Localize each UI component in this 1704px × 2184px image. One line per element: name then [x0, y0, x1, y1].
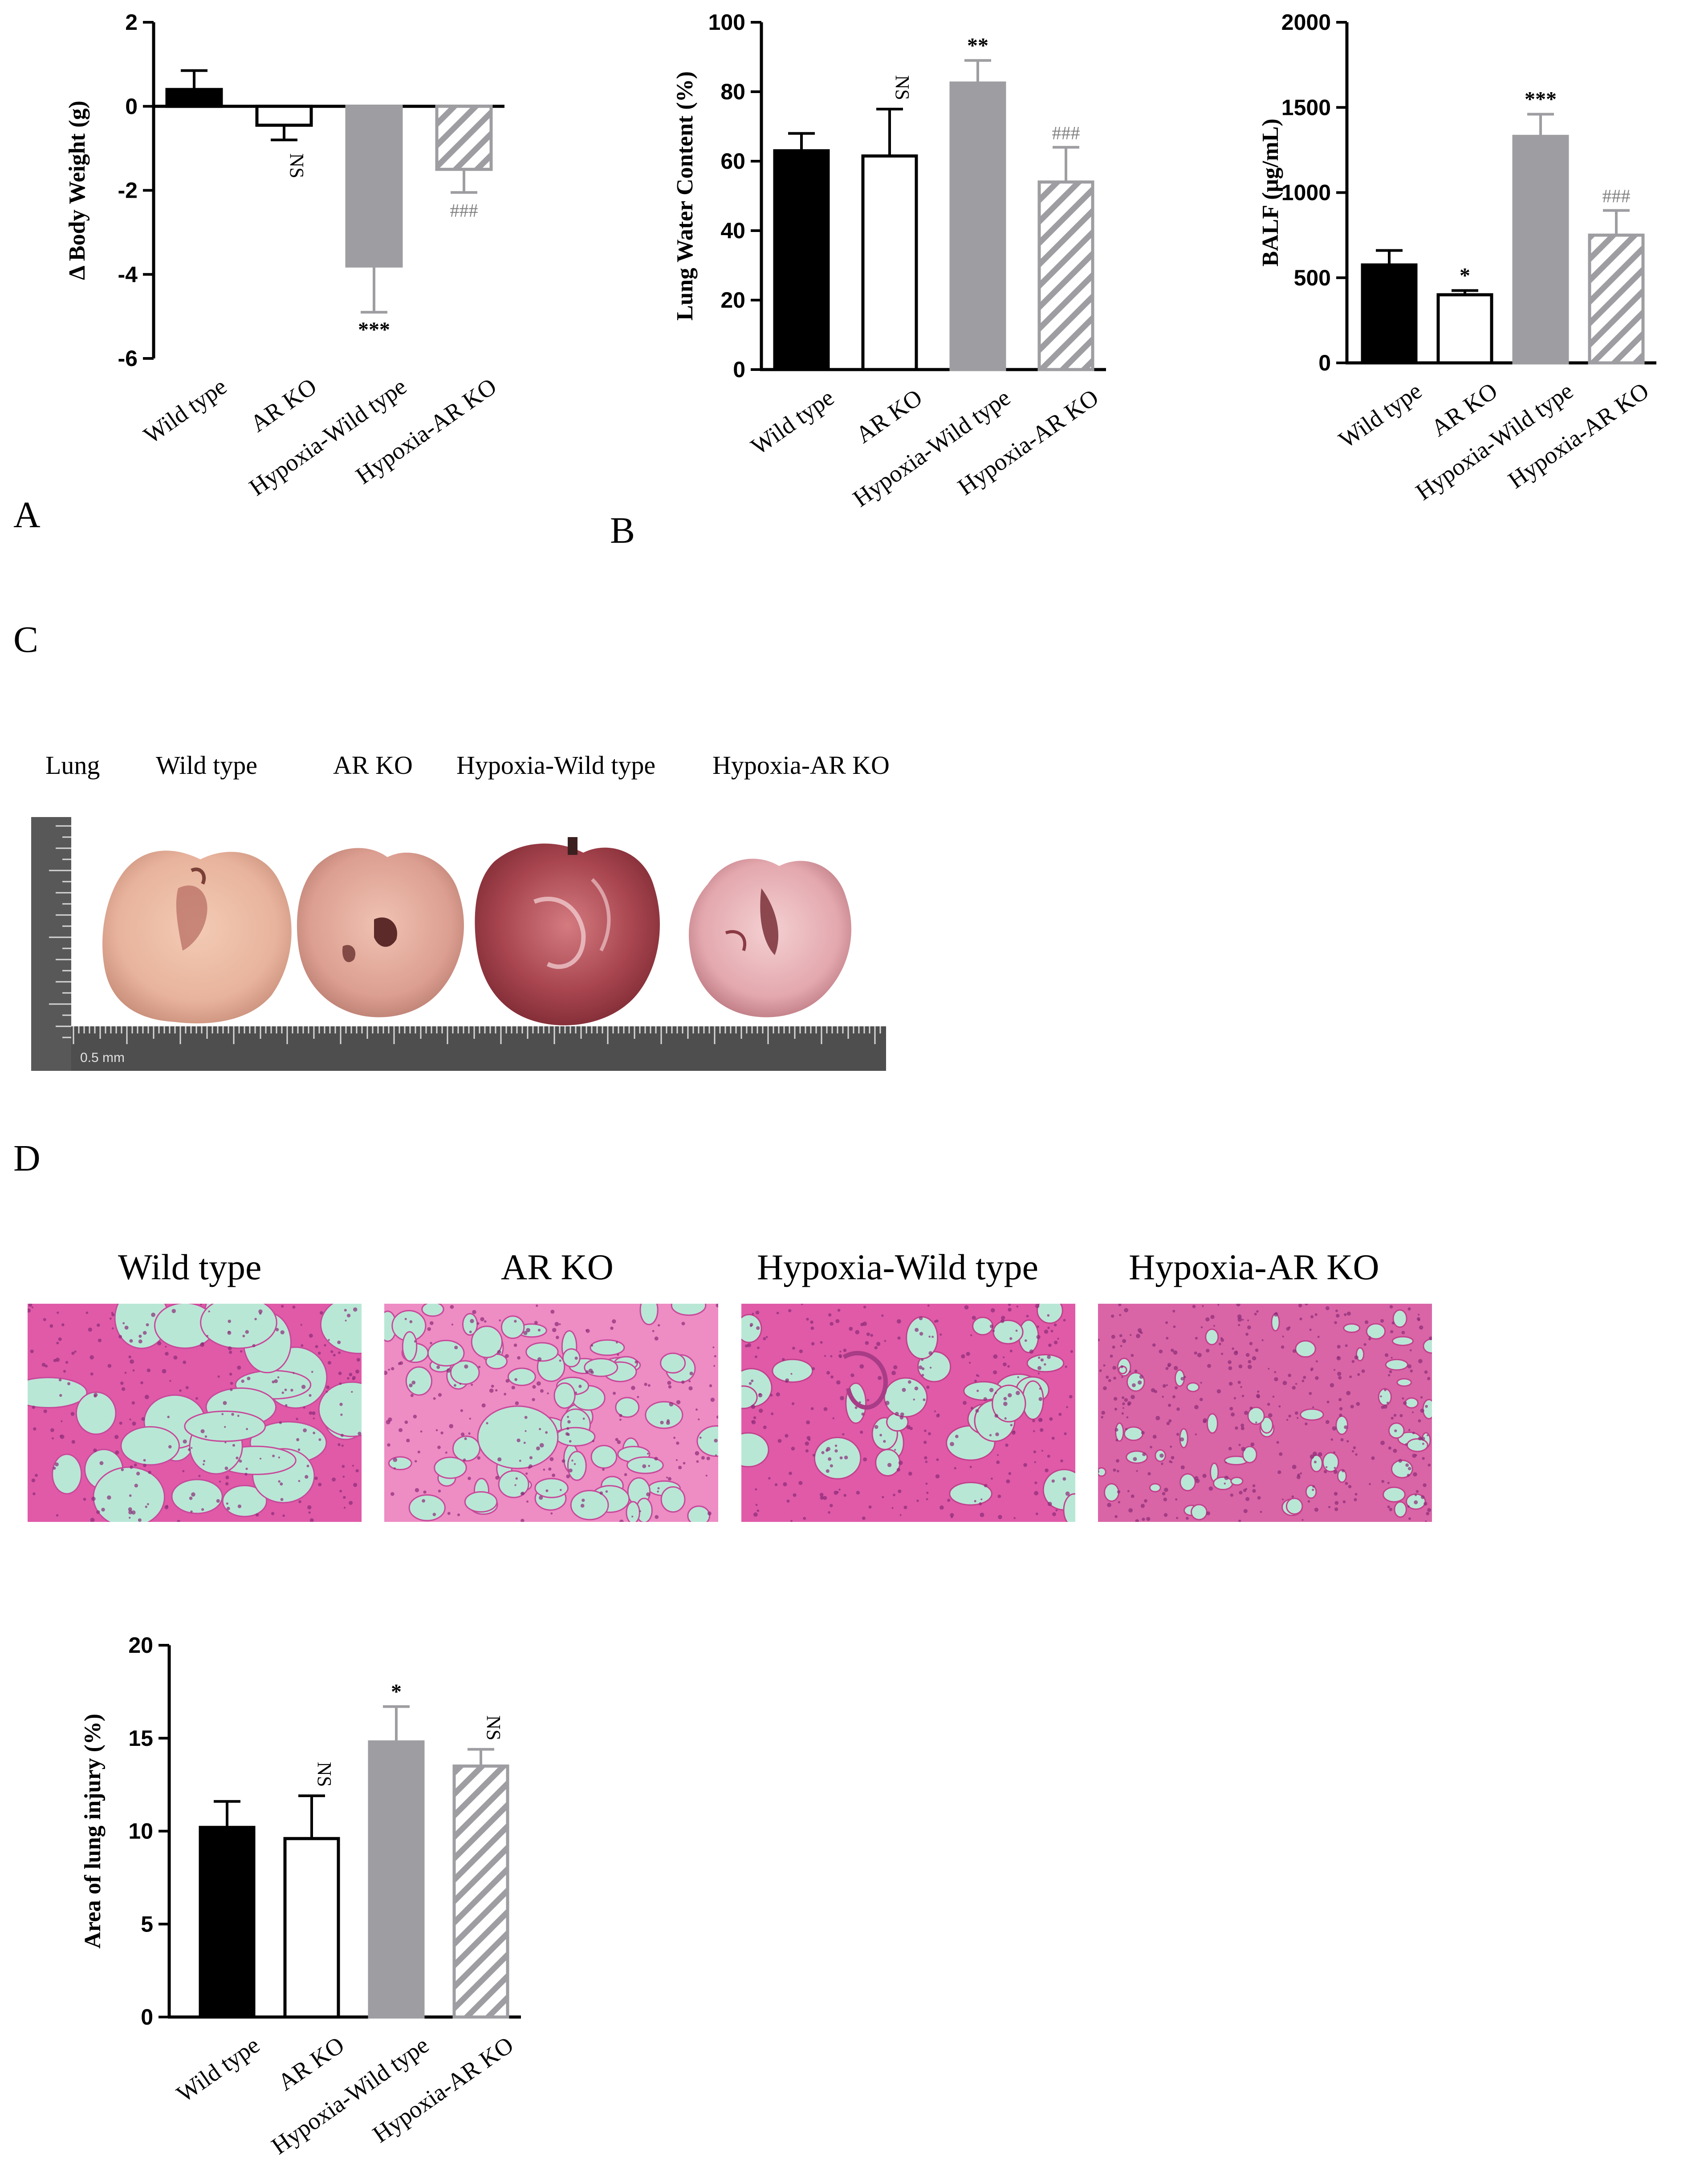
- lung-specimen-ar-ko: [297, 848, 464, 1017]
- histo-label-hypoxia-ar-ko: Hypoxia-AR KO: [1129, 1247, 1379, 1287]
- category-label-0: Wild type: [172, 2031, 264, 2107]
- y-tick-label: 15: [128, 1726, 153, 1751]
- y-tick-label: 20: [128, 1633, 153, 1658]
- bar-3: [452, 1764, 509, 2019]
- y-tick-label: 2: [125, 10, 138, 35]
- histology-image-hypoxia-wild-type: [741, 1304, 1075, 1522]
- y-tick-label: 0: [733, 357, 745, 382]
- y-tick-label: 500: [1294, 265, 1331, 290]
- category-label-2: Hypoxia-Wild type: [267, 2031, 434, 2160]
- significance-label-2: *: [391, 1680, 402, 1704]
- bar-3: [435, 105, 493, 171]
- bar-1: [255, 105, 313, 127]
- significance-label-1: NS: [286, 153, 308, 178]
- y-tick-label: 1000: [1281, 180, 1331, 205]
- bar-0: [773, 149, 830, 371]
- bar-2: [345, 105, 403, 268]
- ruler-scale-text: 0.5 mm: [80, 1050, 125, 1065]
- y-axis-label: Area of lung injury (%): [80, 1714, 106, 1949]
- photo-label-hypoxia-wild-type: Hypoxia-Wild type: [456, 751, 656, 780]
- y-tick-label: 0: [141, 2005, 153, 2029]
- bar-2: [949, 81, 1006, 371]
- bar-1: [861, 154, 918, 371]
- histo-label-ar-ko: AR KO: [501, 1247, 614, 1287]
- y-tick-label: -6: [118, 346, 138, 371]
- bar-3: [1588, 233, 1645, 365]
- photo-label-lung: Lung: [45, 751, 100, 780]
- histology-image-ar-ko: [384, 1304, 718, 1522]
- lung-specimen-hypoxia-ar-ko: [688, 858, 851, 1017]
- histo-label-hypoxia-wild-type: Hypoxia-Wild type: [757, 1247, 1039, 1287]
- significance-label-3: ###: [1602, 187, 1631, 207]
- panel-letter-c: C: [13, 619, 39, 660]
- lung-water-chart: 100 80 60 40 20 0 Lung Water Content (%) Wild t…: [672, 10, 1106, 512]
- bar-1: [283, 1837, 340, 2019]
- lung-photo: 0.5 mm: [31, 817, 886, 1071]
- lung-specimen-wild-type: [102, 850, 292, 1024]
- histo-label-wild-type: Wild type: [118, 1247, 262, 1287]
- bar-1: [1436, 293, 1493, 365]
- bar-3: [1037, 180, 1094, 371]
- y-tick-label: 60: [720, 149, 745, 174]
- y-tick-label: 40: [720, 218, 745, 243]
- y-axis-label: Lung Water Content (%): [672, 71, 698, 321]
- lung-specimen-hypoxia-wild-type: [475, 837, 660, 1025]
- bar-2: [1512, 134, 1569, 365]
- y-tick-label: 5: [141, 1912, 153, 1936]
- y-tick-label: 100: [708, 10, 745, 35]
- y-tick-label: 0: [125, 94, 138, 119]
- bar-0: [1361, 263, 1418, 365]
- bar-2: [368, 1740, 425, 2019]
- category-label-0: Wild type: [139, 373, 232, 449]
- y-tick-label: 0: [1318, 350, 1331, 375]
- y-tick-label: 10: [128, 1819, 153, 1844]
- panel-letter-a: A: [13, 494, 41, 536]
- significance-label-3: ###: [450, 201, 478, 221]
- photo-label-ar-ko: AR KO: [333, 751, 413, 780]
- bar-0: [199, 1826, 256, 2019]
- y-tick-label: 80: [720, 79, 745, 104]
- significance-label-1: *: [1460, 264, 1470, 287]
- histology-image-hypoxia-ar-ko: [1098, 1304, 1432, 1522]
- photo-label-hypoxia-ar-ko: Hypoxia-AR KO: [712, 751, 890, 780]
- y-axis-label: BALF (μg/mL): [1258, 118, 1283, 266]
- y-tick-label: -4: [118, 262, 138, 287]
- y-tick-label: -2: [118, 178, 138, 203]
- panel-letter-b: B: [610, 510, 635, 551]
- lung-injury-chart: 20 15 10 5 0 Area of lung injury (%) Wild type…: [80, 1633, 521, 2160]
- significance-label-3: NS: [483, 1716, 504, 1741]
- histology-image-wild-type: [28, 1304, 362, 1522]
- significance-label-2: ***: [358, 318, 390, 342]
- category-label-2: Hypoxia-Wild type: [848, 384, 1015, 512]
- category-label-0: Wild type: [746, 384, 839, 460]
- significance-label-2: **: [967, 34, 988, 57]
- significance-label-2: ***: [1525, 88, 1557, 111]
- category-label-1: AR KO: [273, 2031, 349, 2096]
- bar-0: [165, 88, 223, 108]
- category-label-1: AR KO: [851, 384, 927, 448]
- category-label-1: AR KO: [245, 373, 321, 437]
- horizontal-ruler: [71, 1026, 886, 1071]
- vertical-ruler: [31, 817, 71, 1071]
- significance-label-1: NS: [313, 1762, 335, 1787]
- y-tick-label: 2000: [1281, 10, 1331, 35]
- category-label-3: Hypoxia-AR KO: [368, 2031, 518, 2148]
- significance-label-3: ###: [1052, 123, 1080, 144]
- significance-label-1: NS: [891, 75, 913, 100]
- category-label-2: Hypoxia-Wild type: [244, 373, 411, 501]
- photo-label-wild-type: Wild type: [156, 751, 258, 780]
- body-weight-chart: 2 0 -2 -4 -6 Δ Body Weight (g) Wild type NS AR K…: [65, 10, 504, 501]
- y-tick-label: 20: [720, 288, 745, 313]
- y-axis-label: Δ Body Weight (g): [65, 101, 90, 280]
- category-label-0: Wild type: [1334, 377, 1427, 453]
- panel-letter-d: D: [13, 1138, 41, 1179]
- y-tick-label: 1500: [1281, 95, 1331, 120]
